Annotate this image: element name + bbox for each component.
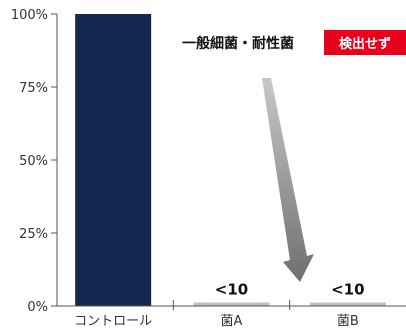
y-tick-label: 100% (11, 8, 48, 23)
bars (75, 14, 386, 306)
y-tick-label: 50% (19, 154, 48, 169)
y-axis-ticks: 0% 25% 50% 75% 100% (11, 8, 57, 315)
y-tick-label: 0% (27, 300, 48, 315)
bar-3 (309, 302, 386, 306)
category-label-3: 菌B (337, 314, 359, 329)
down-arrow-icon (262, 78, 314, 282)
not-detected-badge-text: 検出せず (339, 36, 391, 52)
y-tick-label: 25% (19, 227, 48, 242)
data-label-3: <10 (331, 280, 364, 298)
x-axis-separators (172, 300, 291, 310)
bar-1 (75, 14, 152, 306)
category-label-1: コントロール (74, 314, 152, 329)
not-detected-badge (324, 30, 406, 55)
category-labels: コントロール 菌A 菌B (74, 314, 359, 329)
bar-2 (193, 302, 270, 306)
data-label-2: <10 (215, 280, 248, 298)
annotation-text: 一般細菌・耐性菌 (182, 35, 294, 52)
category-label-2: 菌A (221, 314, 243, 329)
y-tick-label: 75% (19, 81, 48, 96)
data-labels: <10 <10 (215, 280, 365, 298)
